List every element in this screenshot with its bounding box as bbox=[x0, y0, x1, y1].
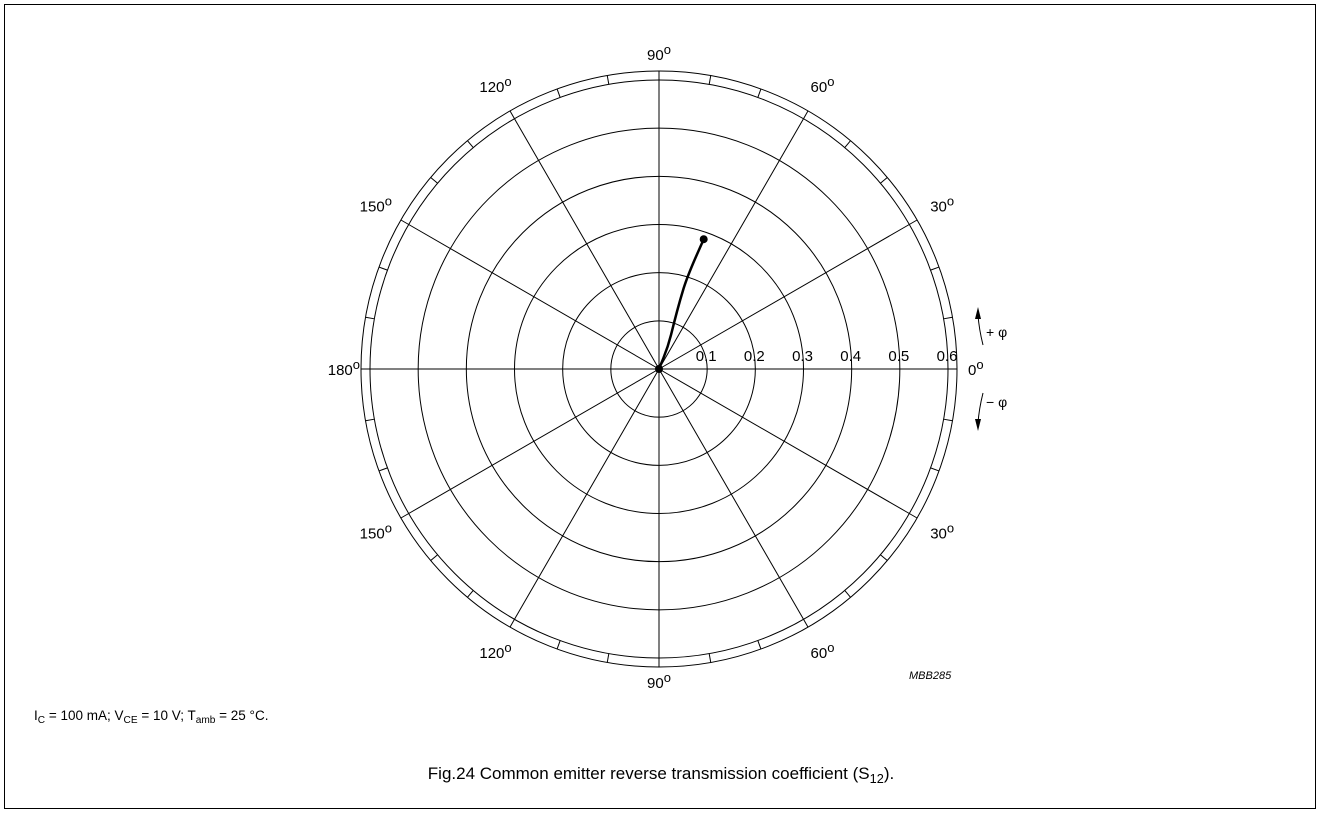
angle-tick bbox=[509, 619, 515, 628]
angle-tick bbox=[880, 554, 888, 561]
figure-caption: Fig.24 Common emitter reverse transmissi… bbox=[0, 764, 1322, 786]
angle-label: 150o bbox=[360, 521, 392, 543]
angle-tick bbox=[556, 88, 561, 98]
angle-tick bbox=[606, 653, 610, 663]
positive-phi-arrow bbox=[977, 314, 984, 346]
radial-tick-label: 0.3 bbox=[792, 348, 813, 365]
measurement-conditions: IC = 100 mA; VCE = 10 V; Tamb = 25 °C. bbox=[34, 708, 268, 726]
angle-label: 120o bbox=[479, 74, 511, 96]
angle-label: 180o bbox=[328, 357, 360, 379]
angle-tick bbox=[844, 140, 851, 148]
grid-circle bbox=[562, 272, 756, 466]
ic-symbol: I bbox=[34, 708, 38, 723]
angle-label: 90o bbox=[647, 42, 671, 64]
angle-tick bbox=[606, 75, 610, 85]
angle-tick bbox=[365, 316, 375, 320]
angle-label: 30o bbox=[930, 194, 954, 216]
tamb-sub: amb bbox=[195, 715, 216, 727]
angle-tick bbox=[757, 88, 762, 98]
grid-circle bbox=[417, 127, 901, 611]
angle-tick bbox=[943, 316, 953, 320]
angle-tick bbox=[365, 418, 375, 422]
angle-tick bbox=[467, 590, 474, 598]
angle-tick bbox=[556, 640, 561, 650]
angle-label: 150o bbox=[360, 194, 392, 216]
angle-label: 120o bbox=[479, 640, 511, 662]
radial-tick-label: 0.4 bbox=[840, 348, 861, 365]
angle-tick bbox=[803, 619, 809, 628]
angle-tick bbox=[930, 467, 940, 472]
caption-prefix: Fig.24 Common emitter reverse transmissi… bbox=[427, 764, 870, 783]
radial-tick-label: 0.5 bbox=[888, 348, 909, 365]
figure-code: MBB285 bbox=[909, 670, 952, 682]
negative-phi-arrow bbox=[977, 392, 984, 424]
data-point bbox=[699, 235, 708, 244]
radial-tick-label: 0.1 bbox=[696, 348, 717, 365]
radial-tick-label: 0.2 bbox=[744, 348, 765, 365]
caption-sub: 12 bbox=[869, 770, 884, 786]
angle-tick bbox=[430, 554, 438, 561]
grid-circle bbox=[514, 224, 804, 514]
angle-label: 30o bbox=[930, 521, 954, 543]
data-point bbox=[655, 365, 663, 373]
negative-phi-label: − φ bbox=[986, 394, 1007, 410]
negative-phi-arrowhead bbox=[975, 419, 981, 431]
angle-tick bbox=[803, 110, 809, 119]
angle-tick bbox=[943, 418, 953, 422]
angle-label: 60o bbox=[811, 640, 835, 662]
radial-tick-label: 0.6 bbox=[937, 348, 958, 365]
angle-tick bbox=[930, 266, 940, 271]
series-line bbox=[657, 237, 705, 371]
angle-tick bbox=[708, 653, 712, 663]
ic-value: = 100 mA; bbox=[45, 708, 115, 723]
angle-tick bbox=[400, 513, 409, 519]
angle-tick bbox=[909, 219, 918, 225]
angle-tick bbox=[400, 219, 409, 225]
angle-tick bbox=[467, 140, 474, 148]
grid-circle bbox=[610, 320, 708, 418]
positive-phi-arrowhead bbox=[975, 307, 981, 319]
tamb-value: = 25 °C. bbox=[215, 708, 269, 723]
grid-circle bbox=[465, 175, 853, 563]
figure-frame bbox=[4, 4, 1316, 809]
angle-label: 90o bbox=[647, 670, 671, 692]
ic-sub: C bbox=[37, 715, 46, 727]
angle-tick bbox=[378, 467, 388, 472]
vce-value: = 10 V; bbox=[137, 708, 188, 723]
angle-label: 0o bbox=[968, 357, 984, 379]
positive-phi-label: + φ bbox=[986, 324, 1007, 340]
angle-tick bbox=[757, 640, 762, 650]
angle-tick bbox=[430, 177, 438, 184]
vce-symbol: V bbox=[114, 708, 124, 723]
angle-label: 60o bbox=[811, 74, 835, 96]
angle-tick bbox=[844, 590, 851, 598]
angle-tick bbox=[880, 177, 888, 184]
angle-tick bbox=[509, 110, 515, 119]
angle-tick bbox=[378, 266, 388, 271]
angle-tick bbox=[909, 513, 918, 519]
caption-suffix: ). bbox=[883, 764, 895, 783]
tamb-symbol: T bbox=[187, 708, 196, 723]
angle-tick bbox=[708, 75, 712, 85]
vce-sub: CE bbox=[123, 715, 138, 727]
